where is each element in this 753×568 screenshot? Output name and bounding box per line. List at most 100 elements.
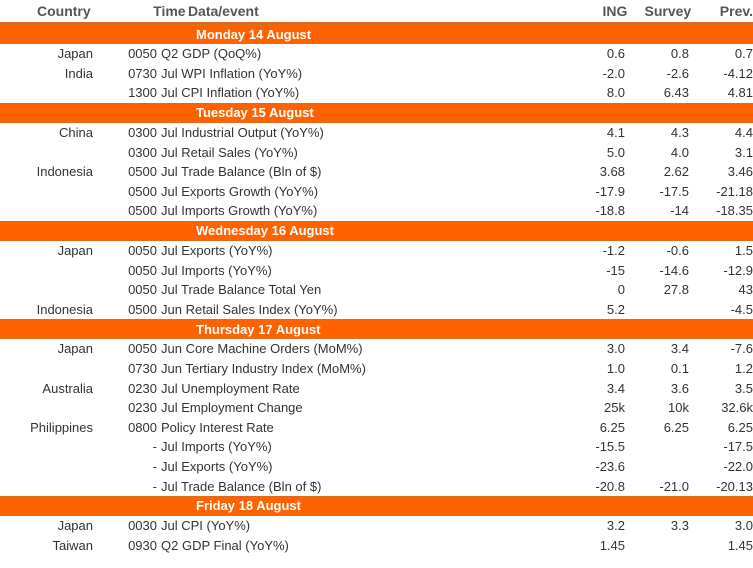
cell-prev: 1.2 <box>734 361 753 377</box>
cell-survey: 0.8 <box>670 46 689 62</box>
cell-prev: 4.81 <box>727 85 753 101</box>
cell-event: Jul Industrial Output (YoY%) <box>161 125 324 141</box>
cell-time: 0300 <box>128 125 157 141</box>
cell-time: 1300 <box>128 85 157 101</box>
cell-prev: 4.4 <box>734 125 753 141</box>
cell-survey: 10k <box>668 400 689 416</box>
cell-ing: 8.0 <box>606 85 625 101</box>
cell-survey: 0.1 <box>670 361 689 377</box>
cell-country: Japan <box>57 518 93 534</box>
cell-ing: 3.4 <box>606 380 625 396</box>
cell-survey: 3.4 <box>670 341 689 357</box>
day-header-row: Monday 14 August <box>0 24 753 44</box>
header-survey: Survey <box>644 3 692 19</box>
cell-event: Policy Interest Rate <box>161 419 274 435</box>
cell-event: Jul Trade Balance Total Yen <box>161 282 322 298</box>
cell-ing: 25k <box>604 400 625 416</box>
cell-event: Jul Employment Change <box>161 400 303 416</box>
cell-survey: -14.6 <box>659 262 689 278</box>
table-row: 0730 Jun Tertiary Industry Index (MoM%) 1.… <box>0 359 753 379</box>
cell-survey: -2.6 <box>666 65 689 81</box>
cell-event: Jun Core Machine Orders (MoM%) <box>161 341 363 357</box>
cell-country: Japan <box>57 341 93 357</box>
cell-event: Jul Imports (YoY%) <box>161 262 272 278</box>
cell-ing: -23.6 <box>595 458 625 474</box>
cell-event: Jul Exports (YoY%) <box>161 243 273 259</box>
day-header-row: Friday 18 August <box>0 495 753 516</box>
cell-event: Jul Imports Growth (YoY%) <box>161 203 318 219</box>
cell-prev: 32.6k <box>721 400 753 416</box>
table-row: - Jul Trade Balance (Bln of $) -20.8 -21.0 -… <box>0 476 753 496</box>
cell-event: Jun Tertiary Industry Index (MoM%) <box>161 361 366 377</box>
cell-time: 0500 <box>128 183 157 199</box>
cell-ing: 1.0 <box>606 361 625 377</box>
day-label: Wednesday 16 August <box>196 223 334 239</box>
cell-prev: 3.0 <box>734 518 753 534</box>
table-row: Philippines 0800 Policy Interest Rate 6.25 6… <box>0 418 753 438</box>
cell-event: Jul Trade Balance (Bln of $) <box>161 478 322 494</box>
header-event: Data/event <box>187 3 259 19</box>
day-label: Thursday 17 August <box>196 321 321 337</box>
cell-ing: -18.8 <box>595 203 625 219</box>
header-ing: ING <box>602 3 628 19</box>
cell-ing: -1.2 <box>602 243 625 259</box>
cell-survey: 4.3 <box>670 125 689 141</box>
cell-prev: 3.5 <box>734 380 753 396</box>
cell-event: Jul Retail Sales (YoY%) <box>161 144 298 160</box>
cell-survey: 3.6 <box>670 380 689 396</box>
cell-event: Jul Exports Growth (YoY%) <box>161 183 319 199</box>
cell-prev: -18.35 <box>716 203 753 219</box>
cell-prev: -12.9 <box>723 262 753 278</box>
cell-prev: -20.13 <box>716 478 753 494</box>
cell-event: Jul Exports (YoY%) <box>161 458 273 474</box>
table-row: 1300 Jul CPI Inflation (YoY%) 8.0 6.43 4.81 <box>0 83 753 103</box>
table-row: 0230 Jul Employment Change 25k 10k 32.6k <box>0 398 753 418</box>
cell-prev: -7.6 <box>730 341 753 357</box>
cell-prev: 1.5 <box>734 243 753 259</box>
cell-country: India <box>64 65 93 81</box>
header-country: Country <box>37 3 91 19</box>
table-row: 0300 Jul Retail Sales (YoY%) 5.0 4.0 3.1 <box>0 142 753 162</box>
day-header-row: Wednesday 16 August <box>0 220 753 241</box>
cell-country: Indonesia <box>36 164 93 180</box>
cell-event: Jul Trade Balance (Bln of $) <box>161 164 322 180</box>
table-row: 0500 Jul Exports Growth (YoY%) -17.9 -17.5 -… <box>0 182 753 202</box>
cell-prev: 43 <box>738 282 753 298</box>
cell-country: Japan <box>57 46 93 62</box>
cell-survey: 6.43 <box>663 85 689 101</box>
cell-prev: 0.7 <box>734 46 753 62</box>
cell-survey: 3.3 <box>670 518 689 534</box>
table-row: Japan 0050 Jun Core Machine Orders (MoM%) 3… <box>0 339 753 359</box>
day-header-row: Tuesday 15 August <box>0 102 753 123</box>
cell-event: Jul Unemployment Rate <box>161 380 300 396</box>
cell-prev: 3.1 <box>734 144 753 160</box>
table-row: - Jul Exports (YoY%) -23.6 -22.0 <box>0 457 753 477</box>
cell-event: Q2 GDP Final (YoY%) <box>161 537 289 553</box>
cell-ing: -15 <box>606 262 625 278</box>
table-row: Japan 0050 Jul Exports (YoY%) -1.2 -0.6 1.5 <box>0 241 753 261</box>
cell-ing: 3.0 <box>606 341 625 357</box>
cell-country: Australia <box>42 380 93 396</box>
cell-ing: 3.2 <box>606 518 625 534</box>
cell-ing: 5.2 <box>606 301 625 317</box>
cell-ing: 3.68 <box>599 164 625 180</box>
cell-country: Taiwan <box>52 537 93 553</box>
cell-ing: -2.0 <box>602 65 625 81</box>
cell-survey: 2.62 <box>663 164 689 180</box>
cell-survey: 6.25 <box>663 419 689 435</box>
cell-ing: 5.0 <box>606 144 625 160</box>
cell-prev: -4.12 <box>723 65 753 81</box>
cell-survey: 4.0 <box>670 144 689 160</box>
cell-event: Jul WPI Inflation (YoY%) <box>161 65 303 81</box>
cell-time: 0800 <box>128 419 157 435</box>
cell-time: 0300 <box>128 144 157 160</box>
cell-ing: -20.8 <box>595 478 625 494</box>
table-header: Country Time Data/event ING Survey Prev. <box>0 0 753 24</box>
cell-time: 0230 <box>128 400 157 416</box>
cell-survey: -17.5 <box>659 183 689 199</box>
cell-time: 0050 <box>128 46 157 62</box>
cell-time: 0050 <box>128 341 157 357</box>
cell-event: Q2 GDP (QoQ%) <box>161 46 262 62</box>
cell-prev: -21.18 <box>716 183 753 199</box>
cell-time: 0030 <box>128 518 157 534</box>
